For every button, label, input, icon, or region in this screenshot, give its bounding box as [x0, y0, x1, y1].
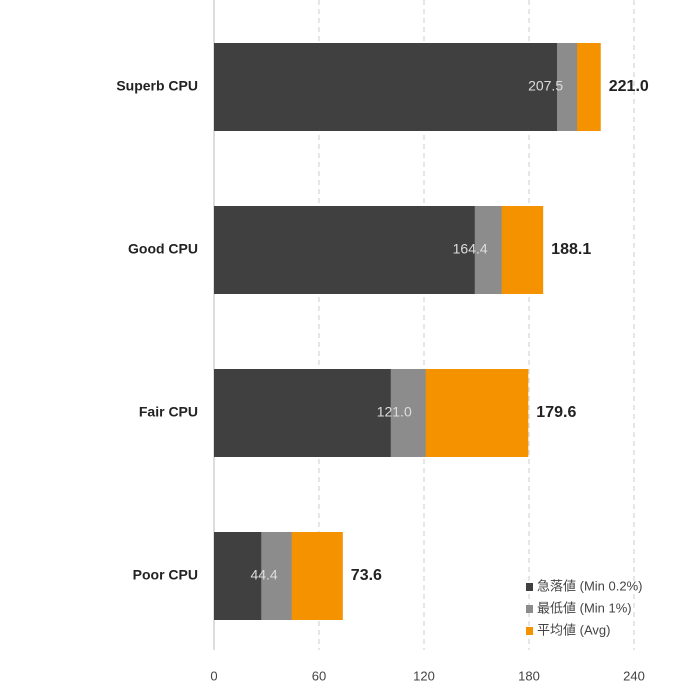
category-label: Superb CPU [116, 78, 198, 94]
value-label: 73.6 [351, 567, 382, 584]
legend-swatch [526, 583, 533, 591]
value-label: 207.5 [528, 78, 563, 94]
bar [214, 43, 557, 131]
value-label: 164.4 [453, 241, 488, 257]
category-label: Good CPU [128, 241, 198, 257]
bar [214, 532, 262, 620]
value-label: 121.0 [377, 404, 412, 420]
value-label: 44.4 [250, 567, 277, 583]
x-tick-label: 180 [518, 668, 540, 683]
value-label: 188.1 [551, 241, 591, 258]
legend-swatch [526, 605, 533, 613]
legend-label: 最低値 (Min 1%) [537, 600, 632, 615]
category-label: Poor CPU [133, 567, 198, 583]
value-label: 179.6 [536, 404, 576, 421]
x-tick-label: 120 [413, 668, 435, 683]
bar [214, 206, 475, 294]
category-label: Fair CPU [139, 404, 198, 420]
x-tick-label: 240 [623, 668, 645, 683]
bar [214, 369, 391, 457]
legend-label: 平均値 (Avg) [537, 622, 610, 637]
x-tick-label: 0 [210, 668, 217, 683]
legend-swatch [526, 627, 533, 635]
value-label: 221.0 [609, 78, 649, 95]
x-tick-label: 60 [312, 668, 326, 683]
legend-label: 急落値 (Min 0.2%) [537, 578, 642, 593]
